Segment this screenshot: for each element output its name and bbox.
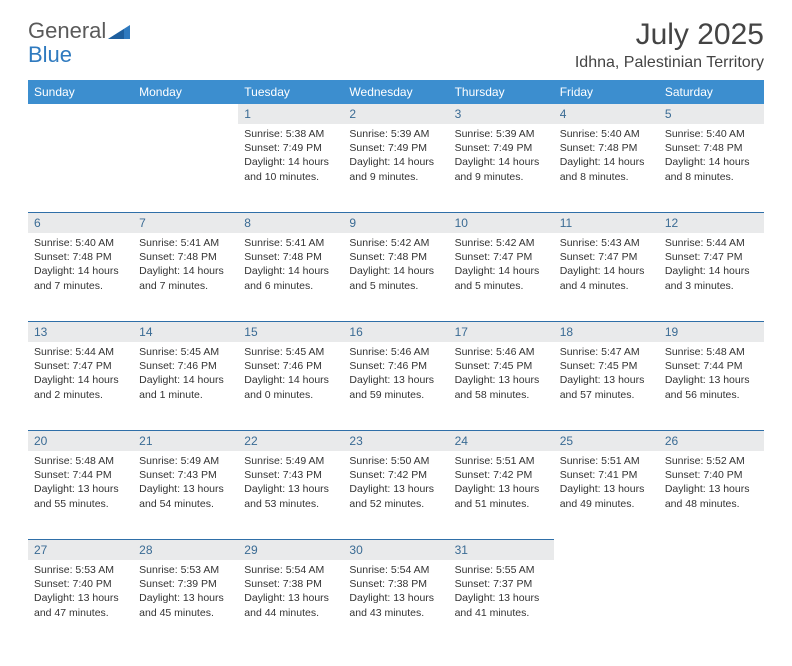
- day-cell: Sunrise: 5:48 AMSunset: 7:44 PMDaylight:…: [659, 342, 764, 408]
- day-header: Sunday: [28, 80, 133, 104]
- day-header: Monday: [133, 80, 238, 104]
- day-number: 27: [28, 539, 133, 560]
- day-number: 20: [28, 430, 133, 451]
- brand-name-1: General: [28, 18, 106, 44]
- day-number: 16: [343, 321, 448, 342]
- day-cell: Sunrise: 5:54 AMSunset: 7:38 PMDaylight:…: [238, 560, 343, 626]
- day-cell: Sunrise: 5:40 AMSunset: 7:48 PMDaylight:…: [554, 124, 659, 190]
- day-number: 15: [238, 321, 343, 342]
- day-header: Thursday: [449, 80, 554, 104]
- day-cell: Sunrise: 5:52 AMSunset: 7:40 PMDaylight:…: [659, 451, 764, 517]
- header: General July 2025 Idhna, Palestinian Ter…: [28, 18, 764, 72]
- day-number: 3: [449, 104, 554, 124]
- day-cell: Sunrise: 5:51 AMSunset: 7:41 PMDaylight:…: [554, 451, 659, 517]
- day-cell: Sunrise: 5:53 AMSunset: 7:39 PMDaylight:…: [133, 560, 238, 626]
- day-number: 24: [449, 430, 554, 451]
- day-number: 30: [343, 539, 448, 560]
- day-number: 26: [659, 430, 764, 451]
- day-number: 23: [343, 430, 448, 451]
- day-number: 17: [449, 321, 554, 342]
- day-number: 5: [659, 104, 764, 124]
- day-number: 29: [238, 539, 343, 560]
- day-cell: Sunrise: 5:38 AMSunset: 7:49 PMDaylight:…: [238, 124, 343, 190]
- title-block: July 2025 Idhna, Palestinian Territory: [575, 18, 764, 72]
- day-number: 22: [238, 430, 343, 451]
- day-cell: Sunrise: 5:44 AMSunset: 7:47 PMDaylight:…: [28, 342, 133, 408]
- day-number: 8: [238, 212, 343, 233]
- day-cell: Sunrise: 5:39 AMSunset: 7:49 PMDaylight:…: [449, 124, 554, 190]
- day-number: 10: [449, 212, 554, 233]
- day-number: 12: [659, 212, 764, 233]
- day-header: Saturday: [659, 80, 764, 104]
- day-cell: Sunrise: 5:46 AMSunset: 7:46 PMDaylight:…: [343, 342, 448, 408]
- calendar-body: 12345Sunrise: 5:38 AMSunset: 7:49 PMDayl…: [28, 104, 764, 648]
- day-cell: Sunrise: 5:40 AMSunset: 7:48 PMDaylight:…: [659, 124, 764, 190]
- day-number: 21: [133, 430, 238, 451]
- day-cell: Sunrise: 5:42 AMSunset: 7:47 PMDaylight:…: [449, 233, 554, 299]
- brand-name-2: Blue: [28, 42, 72, 68]
- day-number: 19: [659, 321, 764, 342]
- day-cell: Sunrise: 5:45 AMSunset: 7:46 PMDaylight:…: [133, 342, 238, 408]
- calendar-page: General July 2025 Idhna, Palestinian Ter…: [0, 0, 792, 666]
- day-cell: Sunrise: 5:54 AMSunset: 7:38 PMDaylight:…: [343, 560, 448, 626]
- day-number: 14: [133, 321, 238, 342]
- month-title: July 2025: [575, 18, 764, 52]
- day-number: 9: [343, 212, 448, 233]
- day-number: 4: [554, 104, 659, 124]
- day-cell: Sunrise: 5:46 AMSunset: 7:45 PMDaylight:…: [449, 342, 554, 408]
- day-cell: Sunrise: 5:50 AMSunset: 7:42 PMDaylight:…: [343, 451, 448, 517]
- day-cell: Sunrise: 5:41 AMSunset: 7:48 PMDaylight:…: [133, 233, 238, 299]
- day-header: Tuesday: [238, 80, 343, 104]
- day-cell: Sunrise: 5:49 AMSunset: 7:43 PMDaylight:…: [133, 451, 238, 517]
- day-cell: Sunrise: 5:55 AMSunset: 7:37 PMDaylight:…: [449, 560, 554, 626]
- day-number: 13: [28, 321, 133, 342]
- day-cell: Sunrise: 5:47 AMSunset: 7:45 PMDaylight:…: [554, 342, 659, 408]
- calendar-thead: SundayMondayTuesdayWednesdayThursdayFrid…: [28, 80, 764, 104]
- day-cell: Sunrise: 5:53 AMSunset: 7:40 PMDaylight:…: [28, 560, 133, 626]
- day-cell: Sunrise: 5:40 AMSunset: 7:48 PMDaylight:…: [28, 233, 133, 299]
- day-cell: Sunrise: 5:45 AMSunset: 7:46 PMDaylight:…: [238, 342, 343, 408]
- day-number: 1: [238, 104, 343, 124]
- day-number: 18: [554, 321, 659, 342]
- day-cell: Sunrise: 5:51 AMSunset: 7:42 PMDaylight:…: [449, 451, 554, 517]
- location-subtitle: Idhna, Palestinian Territory: [575, 54, 764, 72]
- logo-triangle-icon: [108, 23, 130, 39]
- day-cell: Sunrise: 5:39 AMSunset: 7:49 PMDaylight:…: [343, 124, 448, 190]
- day-cell: Sunrise: 5:44 AMSunset: 7:47 PMDaylight:…: [659, 233, 764, 299]
- day-header: Wednesday: [343, 80, 448, 104]
- calendar-table: SundayMondayTuesdayWednesdayThursdayFrid…: [28, 80, 764, 648]
- day-cell: Sunrise: 5:48 AMSunset: 7:44 PMDaylight:…: [28, 451, 133, 517]
- brand-logo: General: [28, 18, 130, 44]
- day-number: 28: [133, 539, 238, 560]
- day-header: Friday: [554, 80, 659, 104]
- day-number: 2: [343, 104, 448, 124]
- day-number: 31: [449, 539, 554, 560]
- day-number: 7: [133, 212, 238, 233]
- day-number: 6: [28, 212, 133, 233]
- day-number: 11: [554, 212, 659, 233]
- day-cell: Sunrise: 5:49 AMSunset: 7:43 PMDaylight:…: [238, 451, 343, 517]
- day-cell: Sunrise: 5:41 AMSunset: 7:48 PMDaylight:…: [238, 233, 343, 299]
- day-cell: Sunrise: 5:42 AMSunset: 7:48 PMDaylight:…: [343, 233, 448, 299]
- day-cell: Sunrise: 5:43 AMSunset: 7:47 PMDaylight:…: [554, 233, 659, 299]
- day-number: 25: [554, 430, 659, 451]
